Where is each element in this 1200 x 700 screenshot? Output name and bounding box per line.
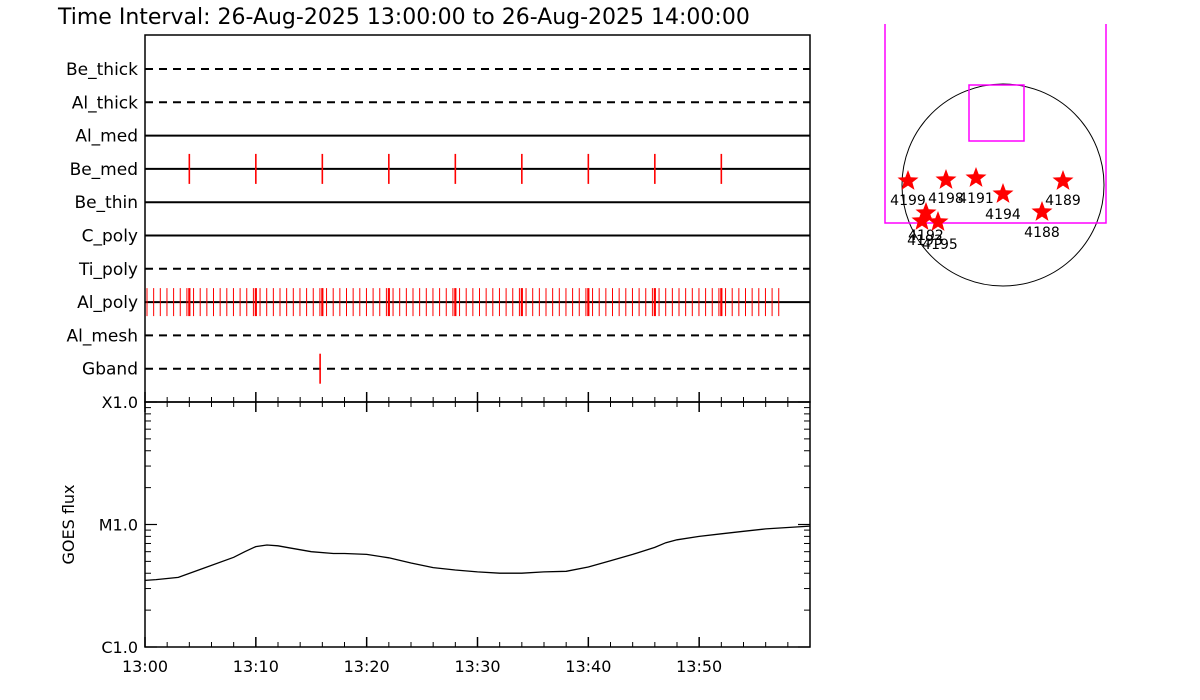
region-star-4192 <box>915 202 937 222</box>
channel-label-al-thick: Al_thick <box>72 93 138 113</box>
channel-label-al-med: Al_med <box>75 127 138 147</box>
y-tick-label: C1.0 <box>101 638 138 657</box>
flux-frame <box>144 401 811 648</box>
channel-label-gband: Gband <box>82 360 138 380</box>
x-tick-label: 13:50 <box>676 657 722 676</box>
goes-flux-line <box>144 525 811 582</box>
region-label-4194: 4194 <box>985 207 1021 223</box>
region-star-4194 <box>992 183 1014 203</box>
region-label-4198: 4198 <box>928 191 964 207</box>
region-label-4195: 4195 <box>922 237 958 253</box>
solar-disk <box>901 83 1105 287</box>
region-label-4199: 4199 <box>890 193 926 209</box>
x-tick-label: 13:20 <box>344 657 390 676</box>
channel-label-c-poly: C_poly <box>82 227 138 247</box>
region-star-4198 <box>935 169 957 189</box>
region-label-4192: 4192 <box>908 228 944 244</box>
region-label-4193: 4193 <box>907 233 943 249</box>
region-star-4193 <box>911 210 933 230</box>
y-axis-label: GOES flux <box>59 484 78 564</box>
x-tick-label: 13:10 <box>233 657 279 676</box>
y-tick-label: X1.0 <box>102 393 138 412</box>
region-label-4188: 4188 <box>1024 225 1060 241</box>
region-star-4195 <box>927 211 949 231</box>
timeline-panel: Be_thick Al_thick Al_med Be_med Be_thin C_pol… <box>66 34 811 403</box>
region-star-4189 <box>1052 170 1074 190</box>
region-star-4188 <box>1031 201 1053 221</box>
y-tick-label: M1.0 <box>99 516 138 535</box>
channel-label-al-mesh: Al_mesh <box>66 326 138 346</box>
x-tick-label: 13:30 <box>454 657 500 676</box>
channel-label-be-thick: Be_thick <box>66 60 138 80</box>
channel-label-be-thin: Be_thin <box>74 193 138 213</box>
goes-flux-panel: C1.0 M1.0 X1.0 GOES flux 13:00 13:10 13:20 13:3… <box>59 392 811 676</box>
timeline-frame <box>144 34 811 403</box>
x-tick-label: 13:40 <box>565 657 611 676</box>
fov-box-large <box>884 24 1107 224</box>
channel-label-ti-poly: Ti_poly <box>78 260 138 280</box>
channel-label-be-med: Be_med <box>70 160 138 180</box>
region-star-4191 <box>965 167 987 187</box>
x-tick-label: 13:00 <box>122 657 168 676</box>
chart-title: Time Interval: 26-Aug-2025 13:00:00 to 2… <box>57 5 750 30</box>
fov-box-small <box>968 84 1025 142</box>
region-label-4189: 4189 <box>1045 193 1081 209</box>
region-star-4199 <box>897 170 919 190</box>
region-label-4191: 4191 <box>958 191 994 207</box>
channel-label-al-poly: Al_poly <box>77 293 138 313</box>
